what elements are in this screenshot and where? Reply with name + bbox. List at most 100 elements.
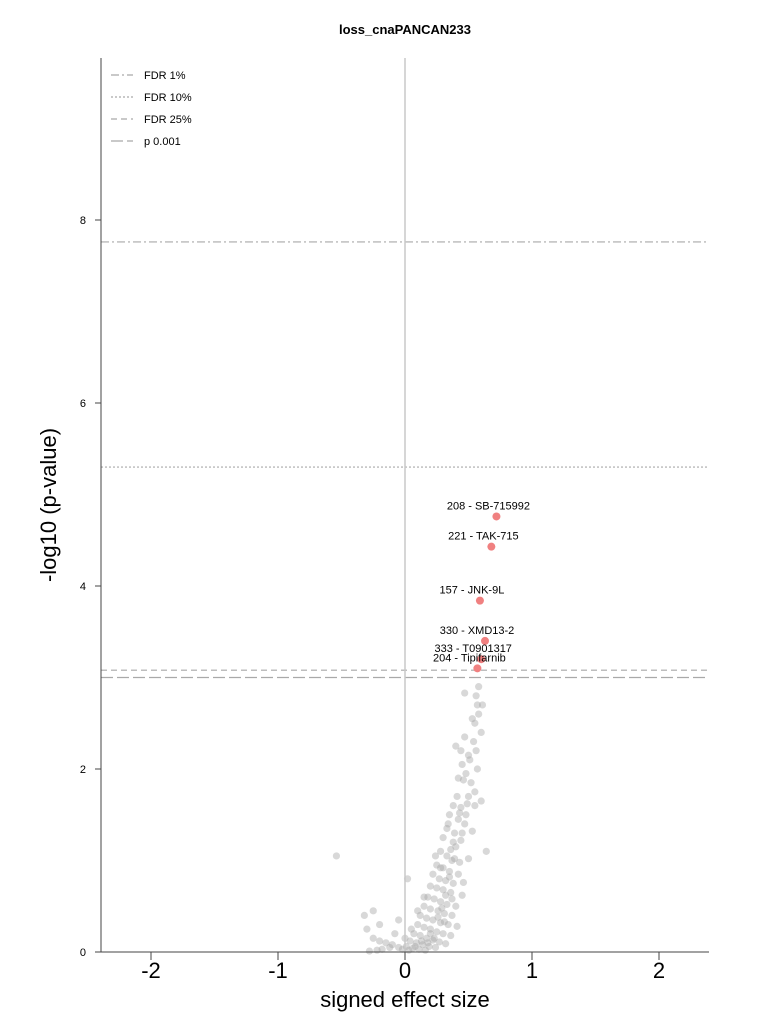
data-point bbox=[442, 877, 450, 885]
data-point bbox=[472, 692, 480, 700]
data-point bbox=[439, 864, 447, 872]
data-point bbox=[391, 930, 399, 938]
x-tick-label: 0 bbox=[399, 958, 411, 983]
data-point bbox=[444, 820, 452, 828]
highlight-point bbox=[475, 596, 484, 605]
data-point bbox=[466, 756, 474, 764]
data-point bbox=[443, 852, 451, 860]
data-point bbox=[450, 855, 459, 863]
data-point bbox=[447, 888, 455, 897]
y-axis-label: -log10 (p-value) bbox=[36, 428, 61, 582]
data-point bbox=[472, 747, 480, 755]
data-point bbox=[378, 945, 386, 953]
data-point bbox=[457, 836, 465, 844]
data-point bbox=[376, 920, 384, 929]
data-point bbox=[443, 900, 451, 909]
data-point bbox=[412, 939, 421, 947]
data-point bbox=[440, 918, 448, 926]
data-point bbox=[410, 930, 418, 938]
data-point bbox=[457, 803, 465, 812]
data-point bbox=[376, 937, 384, 945]
data-point bbox=[444, 920, 452, 929]
data-point bbox=[365, 947, 374, 955]
data-point bbox=[433, 861, 441, 869]
data-point bbox=[448, 911, 456, 920]
data-point bbox=[482, 847, 490, 855]
data-point bbox=[468, 827, 476, 835]
data-point bbox=[449, 802, 457, 810]
highlight-label: 221 - TAK-715 bbox=[448, 531, 519, 543]
data-point bbox=[409, 944, 417, 952]
data-point bbox=[454, 774, 462, 782]
y-axis-ticks: 0 2 4 6 8 bbox=[80, 215, 101, 959]
data-point bbox=[414, 907, 422, 915]
data-point bbox=[422, 934, 431, 942]
highlight-label: 208 - SB-715992 bbox=[447, 500, 530, 512]
data-point bbox=[464, 855, 473, 863]
x-tick-label: 1 bbox=[526, 958, 538, 983]
x-tick-label: -2 bbox=[141, 958, 161, 983]
data-point bbox=[436, 898, 445, 906]
data-point bbox=[454, 815, 462, 823]
data-point bbox=[450, 829, 459, 837]
data-point bbox=[468, 715, 476, 723]
data-point bbox=[405, 946, 413, 954]
data-point bbox=[436, 919, 445, 927]
data-point bbox=[461, 689, 469, 697]
data-point bbox=[439, 930, 447, 938]
data-point bbox=[448, 856, 456, 865]
data-point bbox=[369, 907, 377, 915]
data-point bbox=[430, 895, 438, 903]
data-point bbox=[452, 843, 460, 851]
highlight-label: 157 - JNK-9L bbox=[440, 585, 505, 597]
data-point bbox=[447, 931, 455, 940]
data-point bbox=[469, 737, 478, 746]
data-point bbox=[421, 946, 429, 954]
data-point bbox=[473, 701, 481, 709]
data-point bbox=[332, 852, 341, 860]
data-point bbox=[406, 937, 414, 945]
data-point bbox=[464, 751, 473, 759]
data-point bbox=[452, 742, 460, 750]
data-point bbox=[426, 930, 434, 938]
data-point bbox=[420, 893, 428, 901]
x-tick-label: -1 bbox=[268, 958, 288, 983]
data-point bbox=[436, 847, 445, 855]
data-point bbox=[420, 923, 428, 931]
legend-label: FDR 1% bbox=[144, 70, 186, 82]
highlight-point bbox=[477, 655, 486, 664]
data-point bbox=[458, 829, 466, 837]
highlight-label: 333 - T0901317 bbox=[434, 643, 511, 655]
y-tick-label: 4 bbox=[80, 581, 86, 593]
data-point bbox=[386, 943, 394, 952]
data-point bbox=[453, 922, 461, 930]
data-point bbox=[439, 886, 447, 894]
data-point bbox=[442, 940, 450, 948]
data-point bbox=[395, 943, 403, 952]
data-point bbox=[436, 864, 445, 872]
data-point bbox=[461, 820, 469, 828]
data-point bbox=[462, 811, 470, 819]
data-point bbox=[435, 938, 443, 946]
data-point bbox=[439, 834, 447, 842]
data-point bbox=[458, 891, 466, 899]
data-point bbox=[471, 788, 479, 796]
data-point bbox=[467, 779, 475, 787]
data-point bbox=[449, 838, 457, 846]
highlight-label: 330 - XMD13-2 bbox=[440, 625, 515, 637]
legend-label: FDR 10% bbox=[144, 92, 192, 104]
data-point bbox=[463, 800, 471, 808]
data-point bbox=[429, 916, 437, 924]
data-point bbox=[459, 878, 468, 887]
data-point bbox=[452, 902, 460, 910]
data-point bbox=[434, 907, 442, 915]
data-point bbox=[440, 909, 448, 918]
data-point bbox=[448, 895, 456, 903]
data-point bbox=[445, 873, 454, 881]
data-point bbox=[373, 946, 381, 954]
data-point bbox=[415, 945, 423, 953]
data-point bbox=[459, 776, 468, 784]
data-point bbox=[425, 942, 433, 951]
data-point bbox=[478, 701, 487, 709]
data-point bbox=[429, 936, 437, 944]
